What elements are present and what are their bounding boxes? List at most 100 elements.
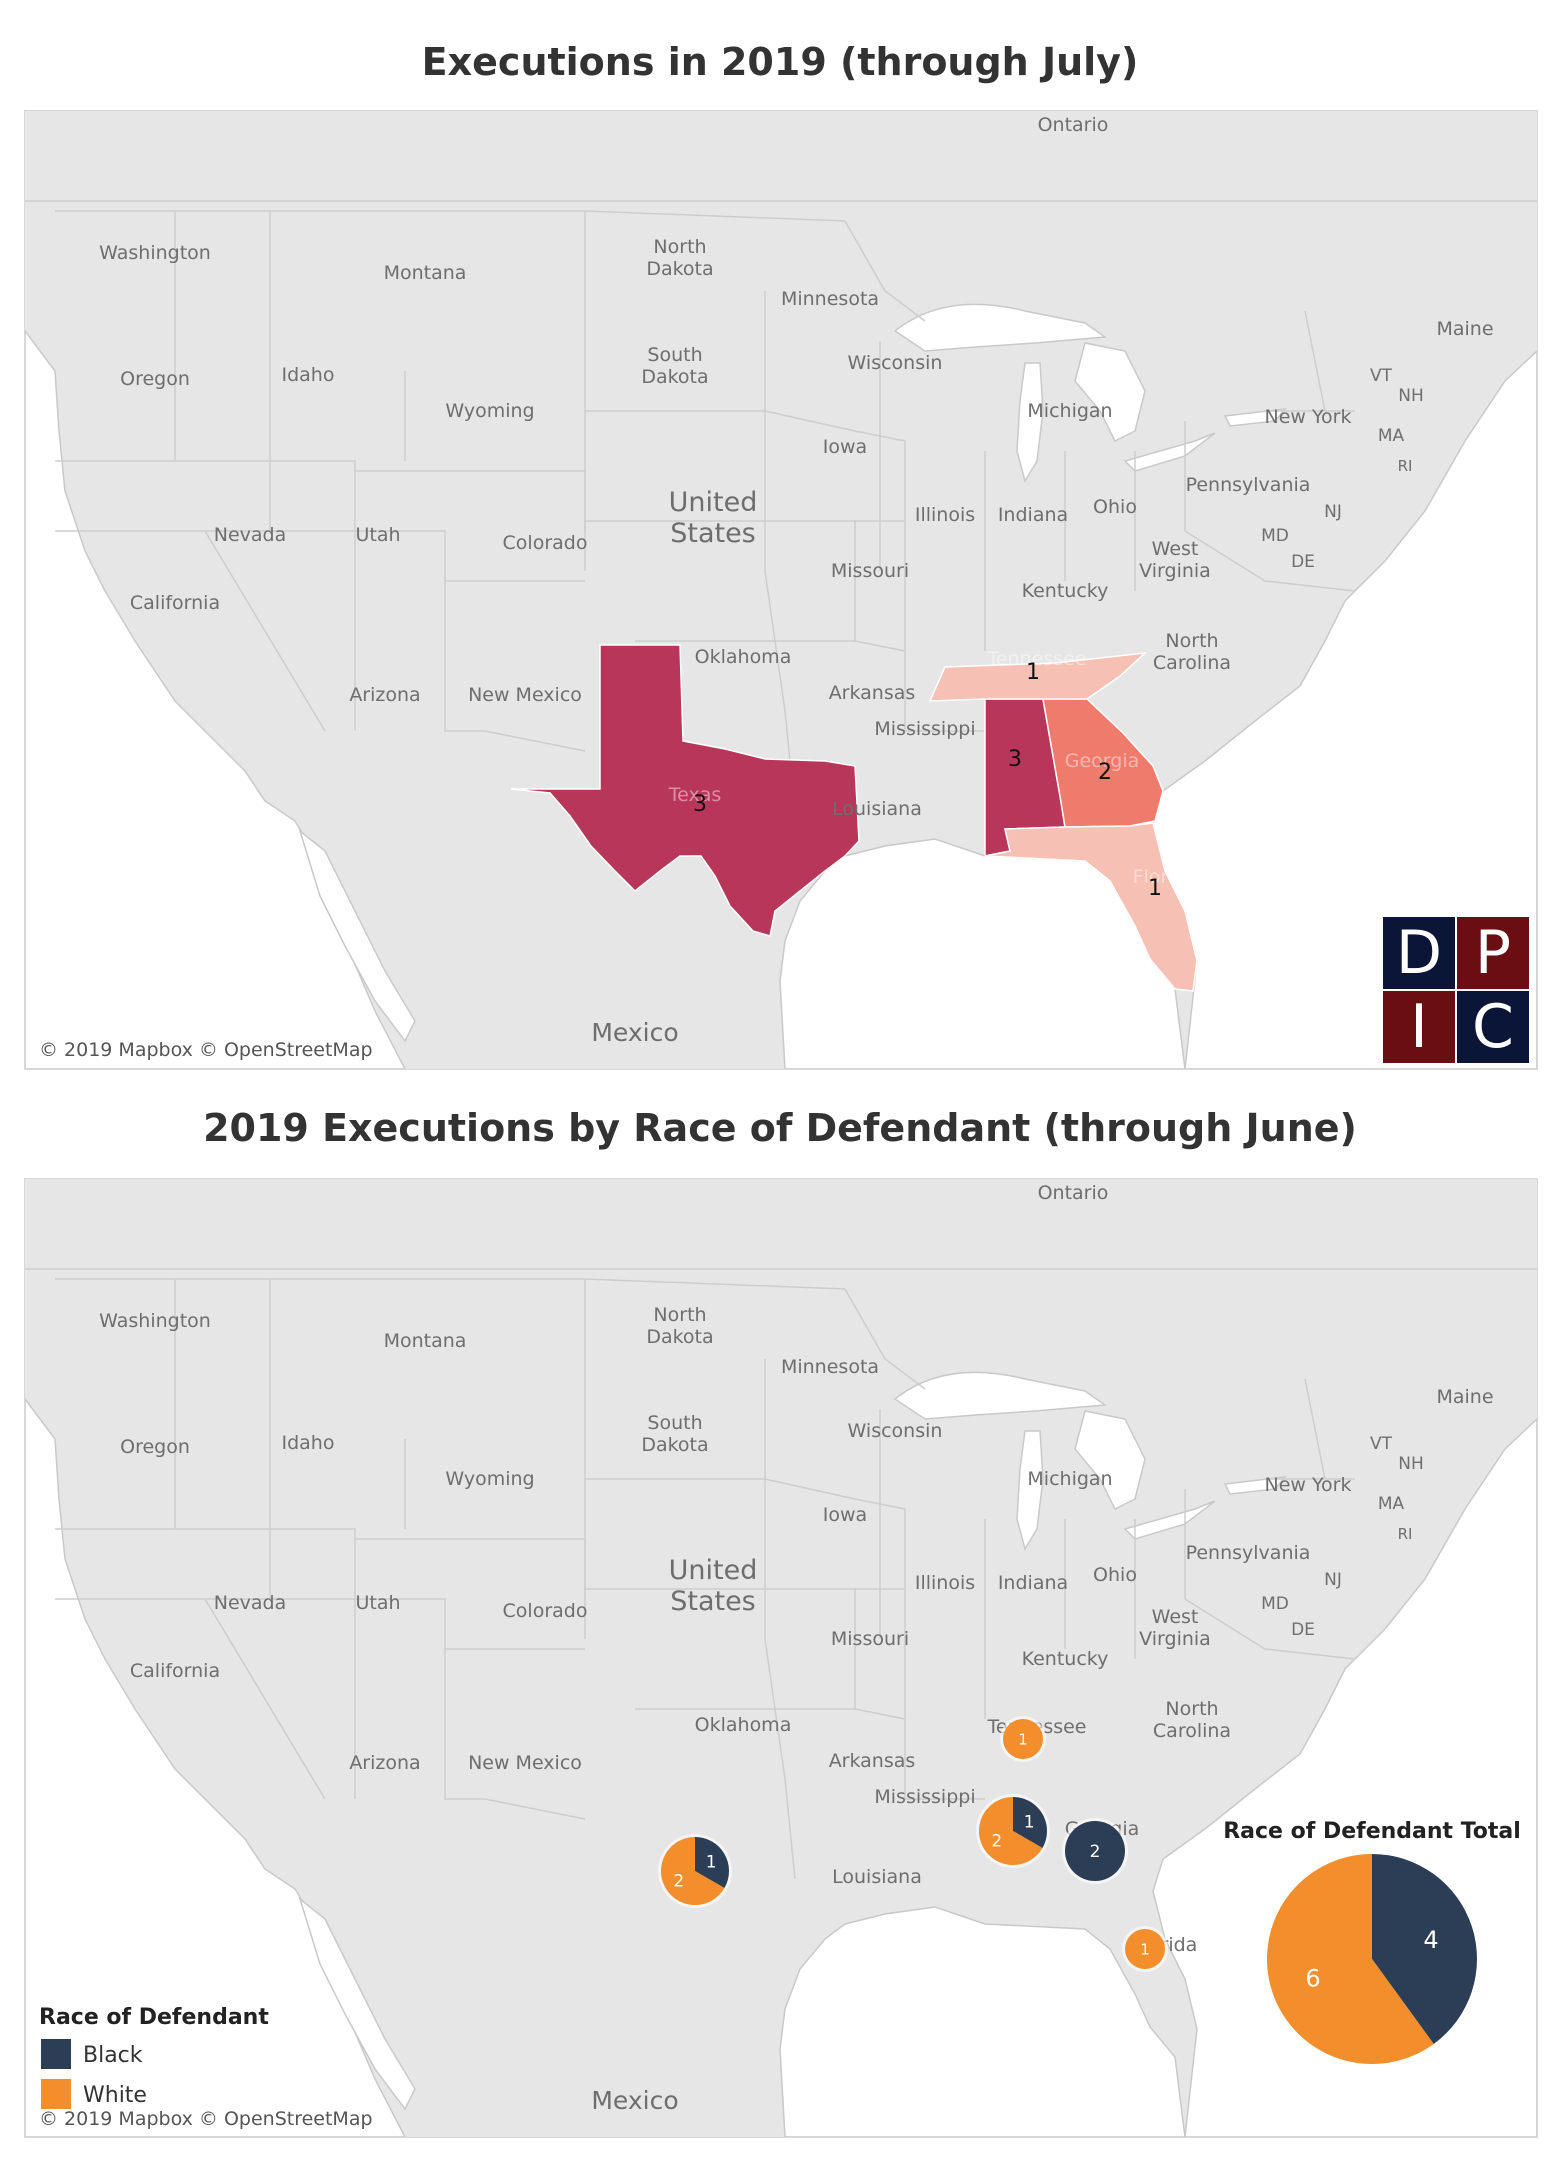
state-pie-texas[interactable]: 12 bbox=[658, 1834, 732, 1908]
place-label-michigan: Michigan bbox=[1027, 1468, 1112, 1490]
place-label-missouri: Missouri bbox=[831, 560, 909, 582]
place-label-md: MD bbox=[1261, 1594, 1289, 1614]
total-pie-black-label: 4 bbox=[1423, 1926, 1438, 1954]
pie-florida-white-label: 1 bbox=[1140, 1940, 1150, 1958]
count-labels: 3 3 2 1 1 bbox=[693, 660, 1162, 901]
pie-texas-white-label: 2 bbox=[673, 1871, 684, 1891]
state-tennessee[interactable] bbox=[928, 652, 1148, 702]
pie-florida-white-slice[interactable] bbox=[1125, 1929, 1165, 1969]
place-label-north-carolina: North Carolina bbox=[1153, 1698, 1231, 1742]
place-label-new-york: New York bbox=[1264, 1474, 1351, 1496]
count-label-alabama: 3 bbox=[1008, 747, 1022, 772]
place-label-arizona: Arizona bbox=[349, 684, 420, 706]
place-label-wisconsin: Wisconsin bbox=[848, 352, 943, 374]
total-pie-white-slice[interactable] bbox=[1267, 1854, 1434, 2064]
place-label-maine: Maine bbox=[1436, 1386, 1493, 1408]
place-label-united-states: United States bbox=[669, 487, 758, 549]
place-label-iowa: Iowa bbox=[823, 1504, 867, 1526]
place-label-michigan: Michigan bbox=[1027, 400, 1112, 422]
logo-letter-p: P bbox=[1475, 918, 1511, 988]
place-label-oregon: Oregon bbox=[120, 368, 190, 390]
place-label-north-dakota: North Dakota bbox=[646, 1304, 713, 1348]
pie-georgia-black-slice[interactable] bbox=[1065, 1821, 1125, 1881]
place-label-montana: Montana bbox=[384, 1330, 467, 1352]
legend: Race of Defendant Black White bbox=[39, 2005, 269, 2109]
total-pie-white-label: 6 bbox=[1305, 1965, 1320, 1993]
place-label-ontario: Ontario bbox=[1038, 114, 1109, 136]
state-pie-tennessee[interactable]: 1 bbox=[1000, 1716, 1046, 1762]
pie-texas-white-slice[interactable] bbox=[661, 1837, 725, 1905]
place-label-nh: NH bbox=[1398, 386, 1424, 406]
place-label-kentucky: Kentucky bbox=[1022, 580, 1109, 602]
map1-panel[interactable]: Ontario Washington Montana North Dakota Minne… bbox=[24, 110, 1538, 1070]
place-label-wyoming: Wyoming bbox=[445, 400, 534, 422]
place-label-utah: Utah bbox=[355, 1592, 400, 1614]
pie-alabama-black-label: 1 bbox=[1024, 1813, 1035, 1833]
place-label-west-virginia: West Virginia bbox=[1139, 1606, 1211, 1650]
place-label-south-dakota: South Dakota bbox=[641, 1412, 708, 1456]
legend-title: Race of Defendant bbox=[39, 2005, 269, 2030]
place-label-north-carolina: North Carolina bbox=[1153, 630, 1231, 674]
place-label-illinois: Illinois bbox=[915, 1572, 975, 1594]
place-label-arizona: Arizona bbox=[349, 1752, 420, 1774]
state-pie-alabama[interactable]: 12 bbox=[976, 1794, 1050, 1868]
pie-alabama-white-slice[interactable] bbox=[979, 1797, 1043, 1865]
count-label-tennessee: 1 bbox=[1026, 660, 1040, 685]
place-labels: Ontario Washington Montana North Dakota Minne… bbox=[99, 114, 1493, 1047]
choropleth-layer bbox=[510, 644, 1198, 992]
pie-texas-black-label: 1 bbox=[706, 1853, 717, 1873]
logo-letter-d: D bbox=[1396, 918, 1442, 988]
state-texas[interactable] bbox=[510, 644, 860, 937]
place-label-idaho: Idaho bbox=[282, 364, 335, 386]
pie-tennessee-white-slice[interactable] bbox=[1003, 1719, 1043, 1759]
pie-texas-black-slice[interactable] bbox=[695, 1837, 730, 1888]
place-label-arkansas: Arkansas bbox=[829, 682, 916, 704]
place-label-oklahoma: Oklahoma bbox=[695, 646, 792, 668]
state-georgia[interactable] bbox=[1042, 698, 1164, 828]
basemap bbox=[24, 111, 1538, 1070]
dpic-logo: D P I C bbox=[1381, 915, 1531, 1065]
place-label-md: MD bbox=[1261, 526, 1289, 546]
pie-tennessee-white-label: 1 bbox=[1018, 1730, 1028, 1748]
place-label-minnesota: Minnesota bbox=[781, 288, 879, 310]
state-pie-georgia[interactable]: 2 bbox=[1062, 1818, 1128, 1884]
place-label-mississippi: Mississippi bbox=[874, 1786, 975, 1808]
map2-panel[interactable]: Ontario Washington Montana North Dakota Minne… bbox=[24, 1178, 1538, 2138]
map1-title: Executions in 2019 (through July) bbox=[421, 40, 1139, 84]
state-florida[interactable] bbox=[984, 822, 1198, 992]
place-label-ma: MA bbox=[1378, 1494, 1405, 1514]
place-label-nh: NH bbox=[1398, 1454, 1424, 1474]
pie-alabama-black-slice[interactable] bbox=[1013, 1797, 1047, 1848]
place-label-oklahoma: Oklahoma bbox=[695, 1714, 792, 1736]
place-label-pennsylvania: Pennsylvania bbox=[1186, 474, 1311, 496]
place-label-indiana: Indiana bbox=[998, 504, 1068, 526]
total-pie-title: Race of Defendant Total bbox=[1223, 1819, 1521, 1844]
place-label-indiana: Indiana bbox=[998, 1572, 1068, 1594]
map2-canvas[interactable]: Ontario Washington Montana North Dakota Minne… bbox=[24, 1179, 1538, 2138]
place-label-pennsylvania: Pennsylvania bbox=[1186, 1542, 1311, 1564]
total-pie: 46 bbox=[1267, 1854, 1477, 2064]
map2-title: 2019 Executions by Race of Defendant (th… bbox=[203, 1106, 1357, 1150]
place-label-mississippi: Mississippi bbox=[874, 718, 975, 740]
place-label-louisiana: Louisiana bbox=[832, 1866, 922, 1888]
place-label-united-states: United States bbox=[669, 1555, 758, 1617]
place-label-south-dakota: South Dakota bbox=[641, 344, 708, 388]
place-label-washington: Washington bbox=[99, 242, 211, 264]
pie-georgia-black-label: 2 bbox=[1090, 1842, 1101, 1862]
place-label-tennessee: Tennessee bbox=[986, 648, 1086, 670]
map-attribution[interactable]: © 2019 Mapbox © OpenStreetMap bbox=[39, 2108, 373, 2130]
map1-canvas[interactable]: Ontario Washington Montana North Dakota Minne… bbox=[24, 111, 1538, 1070]
place-label-vt: VT bbox=[1370, 1434, 1393, 1454]
map-attribution[interactable]: © 2019 Mapbox © OpenStreetMap bbox=[39, 1039, 373, 1061]
state-pie-florida[interactable]: 1 bbox=[1122, 1926, 1168, 1972]
place-label-maine: Maine bbox=[1436, 318, 1493, 340]
count-label-georgia: 2 bbox=[1098, 760, 1112, 785]
logo-letter-c: C bbox=[1472, 992, 1514, 1062]
place-label-new-mexico: New Mexico bbox=[468, 684, 582, 706]
place-label-nj: NJ bbox=[1324, 1570, 1342, 1590]
place-label-washington: Washington bbox=[99, 1310, 211, 1332]
place-label-colorado: Colorado bbox=[503, 532, 588, 554]
place-label-utah: Utah bbox=[355, 524, 400, 546]
legend-label-black: Black bbox=[83, 2043, 143, 2068]
total-pie-black-slice[interactable] bbox=[1372, 1854, 1477, 2044]
